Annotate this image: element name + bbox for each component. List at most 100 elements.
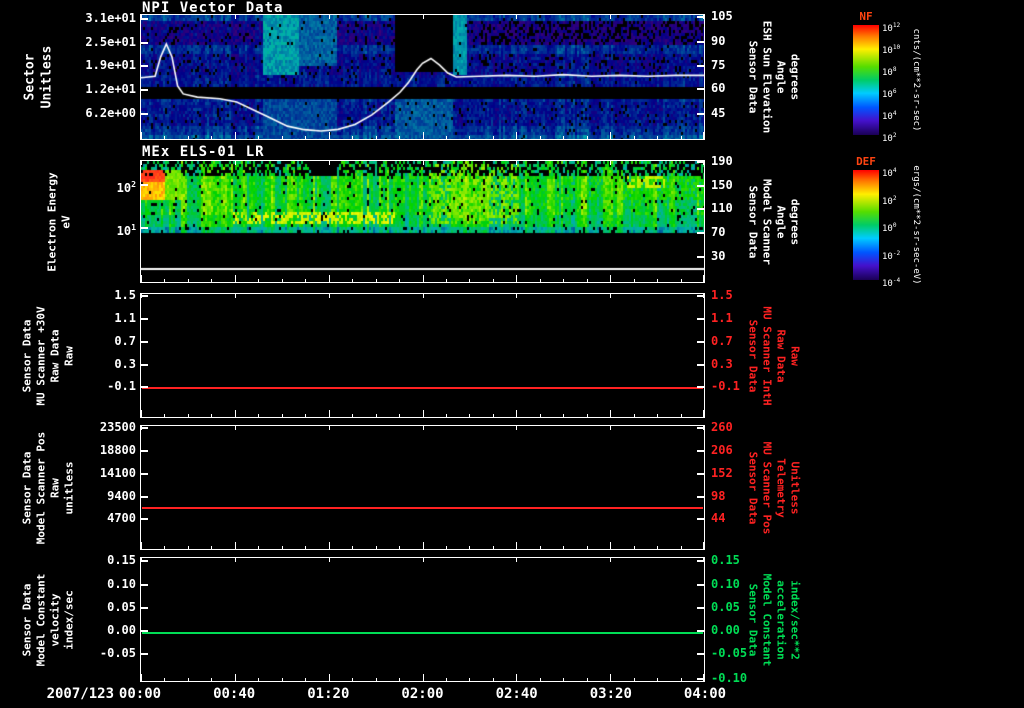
y-tick-label-right: 0.3: [711, 356, 733, 371]
x-tick-mark: [540, 546, 541, 549]
y-tick-label-left: 2.5e+01: [85, 34, 136, 49]
y-tick-mark-left: [141, 65, 148, 67]
x-tick-mark: [681, 136, 682, 139]
x-tick-mark-top: [423, 426, 424, 430]
y-tick-mark-right: [697, 450, 704, 452]
x-tick-mark: [634, 279, 635, 282]
y-tick-mark-left: [141, 364, 148, 366]
x-tick-mark: [376, 414, 377, 417]
x-tick-mark-top: [610, 558, 611, 562]
colorbar-tick-label: 102: [882, 194, 897, 207]
x-tick-mark: [164, 136, 165, 139]
npi-vector-spectrogram: [141, 15, 704, 139]
y-tick-mark-left: [141, 184, 148, 186]
x-tick-mark-top: [703, 161, 704, 165]
x-tick-mark: [657, 546, 658, 549]
colorbar-nf-label: NF: [859, 10, 873, 23]
y-tick-label-right: -0.10: [711, 671, 748, 686]
y-tick-mark-right: [697, 607, 704, 609]
x-tick-mark: [352, 414, 353, 417]
x-tick-mark: [164, 279, 165, 282]
x-tick-mark: [329, 674, 330, 681]
x-tick-mark-top: [423, 558, 424, 562]
y-tick-label-right: 0.10: [711, 576, 740, 591]
y-tick-label-left: 1.2e+01: [85, 82, 136, 97]
x-tick-mark: [211, 678, 212, 681]
right-axis-title-line: Telemetry: [774, 457, 788, 518]
y-tick-mark-left: [141, 42, 148, 44]
x-tick-mark: [587, 678, 588, 681]
right-axis-title-line: Sensor Data: [746, 185, 760, 258]
y-tick-mark-left: [141, 653, 148, 655]
x-tick-mark: [329, 410, 330, 417]
x-tick-mark: [258, 279, 259, 282]
x-tick-mark-top: [516, 558, 517, 562]
panel1-title: NPI Vector Data: [142, 0, 284, 16]
left-axis-title-line: Sensor Data: [20, 451, 34, 524]
x-tick-mark: [446, 279, 447, 282]
y-tick-label-left: 4700: [107, 510, 136, 525]
x-tick-mark: [235, 275, 236, 282]
right-axis-title-line: MU Scanner Pos: [760, 441, 774, 534]
colorbar-tick-label: 104: [882, 110, 897, 122]
y-tick-mark-left: [141, 89, 148, 91]
x-tick-mark: [258, 546, 259, 549]
y-tick-mark-right: [697, 678, 704, 680]
right-axis-title-line: Raw: [788, 345, 802, 366]
right-axis-title-line: Unitless: [788, 461, 802, 514]
colorbar-def-label: DEF: [856, 155, 876, 168]
colorbar-def-units: ergs/(cm**2-sr-sec-eV): [911, 165, 921, 285]
y-tick-label-left: 18800: [99, 443, 136, 458]
x-tick-mark-top: [141, 15, 142, 19]
x-tick-mark: [657, 136, 658, 139]
panel2-title: MEx ELS-01 LR: [142, 144, 265, 160]
x-tick-mark: [446, 136, 447, 139]
x-tick-mark: [211, 136, 212, 139]
y-tick-label-left: 0.7: [114, 333, 136, 348]
y-tick-label-right: 0.7: [711, 333, 733, 348]
x-tick-mark: [188, 279, 189, 282]
x-tick-mark: [329, 132, 330, 139]
left-axis-title-line: Model Constant: [34, 573, 48, 666]
y-tick-mark-right: [697, 232, 704, 234]
right-axis-title-line: Model Scanner: [760, 178, 774, 265]
x-tick-mark: [282, 546, 283, 549]
colorbar-tick-label: 10-4: [882, 277, 901, 289]
x-tick-mark: [657, 678, 658, 681]
panel-model-scanner-pos: [140, 425, 705, 550]
y-tick-label-left: 6.2e+00: [85, 105, 136, 120]
colorbar-nf-gradient: [853, 25, 879, 135]
x-tick-mark: [305, 678, 306, 681]
y-tick-mark-left: [141, 341, 148, 343]
x-tick-mark: [469, 136, 470, 139]
time-tick-label: 00:40: [213, 686, 256, 702]
y-tick-mark-left: [141, 318, 148, 320]
x-tick-mark: [610, 132, 611, 139]
x-tick-mark-top: [610, 426, 611, 430]
x-tick-mark-top: [610, 294, 611, 298]
right-axis-title-line: Sensor Data: [746, 451, 760, 524]
y-tick-label-left: 23500: [99, 420, 136, 435]
colorbar-nf-units: cnts/(cm**2-sr-sec): [911, 28, 921, 132]
x-tick-mark-top: [703, 558, 704, 562]
x-tick-mark: [540, 414, 541, 417]
x-tick-mark-top: [516, 426, 517, 430]
x-tick-mark: [305, 546, 306, 549]
y-tick-label-left: 14100: [99, 465, 136, 480]
y-tick-label-right: 98: [711, 488, 726, 503]
right-axis-title-line: Sensor Data: [746, 583, 760, 656]
x-tick-mark: [540, 678, 541, 681]
y-tick-label-right: 30: [711, 248, 726, 263]
x-tick-mark: [376, 136, 377, 139]
y-tick-label-right: 105: [711, 9, 733, 24]
x-tick-mark-top: [329, 558, 330, 562]
y-tick-label-left: 0.00: [107, 622, 136, 637]
right-axis-title-line: Model Constant: [760, 573, 774, 666]
y-tick-mark-right: [697, 16, 704, 18]
x-tick-mark: [516, 132, 517, 139]
x-tick-mark: [681, 279, 682, 282]
x-tick-mark-top: [423, 161, 424, 165]
x-tick-mark: [164, 546, 165, 549]
y-tick-mark-left: [141, 450, 148, 452]
y-tick-label-right: 70: [711, 224, 726, 239]
